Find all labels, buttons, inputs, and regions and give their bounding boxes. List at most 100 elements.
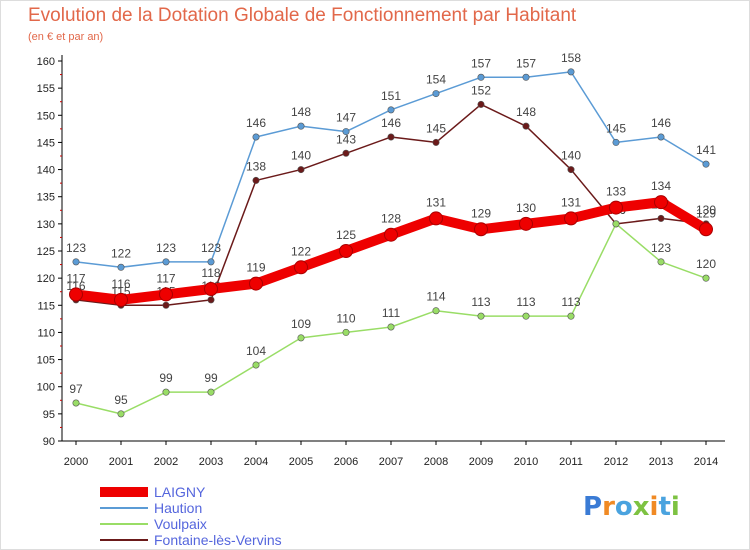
point-laigny-2012 [609, 200, 623, 215]
y-tick-label-125: 125 [37, 246, 55, 258]
y-tick-label-95: 95 [43, 409, 55, 421]
series-haution: 123 122 123 123 146 148 147 151 154 157 157 158 145 1… [66, 51, 716, 271]
point-voulpaix-2009 [477, 312, 485, 320]
point-laigny-2001 [114, 292, 128, 307]
point-voulpaix-2002 [162, 388, 170, 396]
point-laigny-2003 [204, 282, 218, 296]
data-label-laigny-2014: 129 [696, 206, 716, 220]
point-fontaine-les-vervins-2002 [162, 301, 170, 309]
data-label-haution-2009: 157 [471, 56, 491, 70]
series-layer: 123 122 123 123 146 148 147 151 154 157 157 158 145 1… [66, 51, 716, 418]
x-tick-label-2008: 2008 [424, 456, 448, 468]
data-label-voulpaix-2014: 120 [696, 257, 716, 271]
data-label-laigny-2012: 133 [606, 185, 626, 199]
point-fontaine-les-vervins-2008 [432, 138, 440, 146]
data-label-laigny-2010: 130 [516, 201, 536, 215]
point-haution-2000 [72, 258, 80, 266]
point-fontaine-les-vervins-2004 [252, 176, 260, 184]
data-label-laigny-2009: 129 [471, 206, 491, 220]
data-label-laigny-2004: 119 [246, 261, 265, 275]
x-tick-label-2001: 2001 [109, 456, 133, 468]
point-voulpaix-2014 [702, 274, 710, 282]
point-voulpaix-2013 [657, 258, 665, 266]
x-ticks: 2000 2001 2002 2003 2004 2005 2006 2007 2008 2009… [64, 441, 718, 468]
y-tick-label-150: 150 [37, 110, 55, 122]
data-label-fontaine-les-vervins-2010: 148 [516, 105, 536, 119]
data-label-laigny-2013: 134 [651, 179, 671, 193]
logo-letter: P [583, 492, 602, 522]
y-tick-label-120: 120 [37, 273, 55, 285]
y-tick-label-130: 130 [37, 219, 55, 231]
point-laigny-2006 [339, 244, 353, 258]
chart-title: Evolution de la Dotation Globale de Fonc… [28, 5, 577, 26]
data-label-voulpaix-2005: 109 [291, 317, 311, 331]
data-label-haution-2004: 146 [246, 116, 266, 130]
point-laigny-2010 [519, 216, 533, 231]
data-label-voulpaix-2000: 97 [69, 382, 83, 396]
data-label-laigny-2003: 118 [201, 266, 220, 280]
data-label-fontaine-les-vervins-2008: 145 [426, 121, 446, 135]
legend-label-haution: Haution [154, 500, 202, 516]
y-tick-label-105: 105 [37, 355, 55, 367]
data-label-voulpaix-2011: 113 [561, 295, 580, 309]
data-label-voulpaix-2007: 111 [382, 306, 401, 320]
x-tick-label-2002: 2002 [154, 456, 178, 468]
point-voulpaix-2008 [432, 307, 440, 315]
point-voulpaix-2011 [567, 312, 575, 320]
data-label-laigny-2005: 122 [291, 244, 311, 258]
point-fontaine-les-vervins-2011 [567, 166, 575, 174]
point-laigny-2009 [474, 222, 488, 237]
data-label-haution-2003: 123 [201, 241, 221, 255]
data-label-laigny-2006: 125 [336, 228, 356, 242]
logo-letter: x [633, 492, 650, 522]
point-haution-2004 [252, 133, 260, 141]
x-tick-label-2005: 2005 [289, 456, 313, 468]
x-tick-label-2012: 2012 [604, 456, 628, 468]
legend-label-laigny: LAIGNY [154, 484, 206, 500]
data-label-voulpaix-2003: 99 [204, 371, 218, 385]
point-haution-2009 [477, 73, 485, 81]
point-fontaine-les-vervins-2010 [522, 122, 530, 130]
point-laigny-2014 [699, 222, 713, 237]
point-haution-2010 [522, 73, 530, 81]
data-label-voulpaix-2001: 95 [114, 393, 128, 407]
data-label-haution-2013: 146 [651, 116, 671, 130]
x-tick-label-2007: 2007 [379, 456, 403, 468]
plot-area: 90 95 100 105 110 115 120 125 130 135 140 145 150 155… [37, 51, 725, 468]
data-label-haution-2014: 141 [696, 143, 716, 157]
data-label-laigny-2001: 116 [111, 277, 130, 291]
y-tick-label-110: 110 [37, 327, 55, 339]
point-laigny-2008 [429, 211, 443, 226]
data-label-fontaine-les-vervins-2011: 140 [561, 149, 581, 163]
point-haution-2002 [162, 258, 170, 266]
data-label-voulpaix-2008: 114 [426, 290, 445, 304]
data-label-voulpaix-2009: 113 [471, 295, 490, 309]
point-fontaine-les-vervins-2005 [297, 166, 305, 174]
series-voulpaix: 97 95 99 99 104 109 110 111 114 113 113 113 130 123 12… [69, 203, 716, 418]
logo-letter: t [658, 492, 670, 522]
point-fontaine-les-vervins-2003 [207, 296, 215, 304]
data-label-fontaine-les-vervins-2014: 130 [696, 203, 716, 217]
legend-item-haution: Haution [100, 500, 202, 516]
point-laigny-2004 [249, 276, 263, 291]
data-label-voulpaix-2002: 99 [159, 371, 173, 385]
point-laigny-2000 [69, 287, 83, 302]
point-haution-2006 [342, 128, 350, 136]
point-voulpaix-2005 [297, 334, 305, 342]
point-voulpaix-2001 [117, 410, 125, 418]
data-label-laigny-2000: 117 [66, 271, 85, 285]
point-voulpaix-2004 [252, 361, 260, 369]
data-label-fontaine-les-vervins-2004: 138 [246, 159, 266, 173]
data-label-laigny-2007: 128 [381, 212, 401, 226]
point-fontaine-les-vervins-2007 [387, 133, 395, 141]
data-label-haution-2000: 123 [66, 241, 86, 255]
data-label-voulpaix-2010: 113 [516, 295, 535, 309]
data-label-voulpaix-2006: 110 [336, 311, 355, 325]
point-haution-2001 [117, 263, 125, 271]
data-label-haution-2002: 123 [156, 241, 176, 255]
x-tick-label-2011: 2011 [559, 456, 583, 468]
point-laigny-2002 [159, 287, 173, 302]
data-label-haution-2010: 157 [516, 56, 536, 70]
legend-label-fontaine: Fontaine-lès-Vervins [154, 532, 282, 548]
legend-item-fontaine: Fontaine-lès-Vervins [100, 532, 282, 548]
